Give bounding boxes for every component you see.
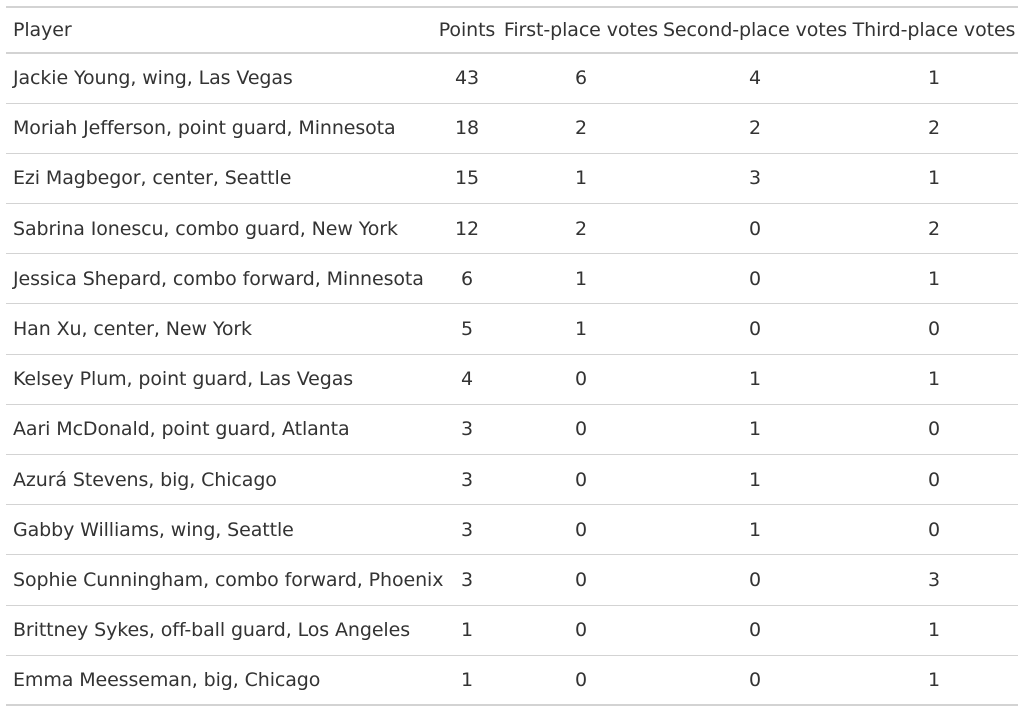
table-row: Kelsey Plum, point guard, Las Vegas 4 0 1 1 (6, 354, 1018, 405)
table-row: Moriah Jefferson, point guard, Minnesota… (6, 103, 1018, 154)
cell-player: Brittney Sykes, off-ball guard, Los Ange… (6, 605, 432, 656)
table-row: Jackie Young, wing, Las Vegas 43 6 4 1 (6, 53, 1018, 104)
table-row: Gabby Williams, wing, Seattle 3 0 1 0 (6, 504, 1018, 556)
cell-second-place-votes: 1 (660, 504, 850, 556)
cell-second-place-votes: 1 (660, 354, 850, 405)
cell-second-place-votes: 0 (660, 253, 850, 305)
table-row: Sabrina Ionescu, combo guard, New York 12… (6, 203, 1018, 255)
header-second-place-votes: Second-place votes (660, 6, 850, 54)
cell-player: Emma Meesseman, big, Chicago (6, 655, 432, 707)
cell-second-place-votes: 0 (660, 605, 850, 656)
cell-third-place-votes: 0 (850, 404, 1018, 456)
cell-player: Aari McDonald, point guard, Atlanta (6, 404, 432, 456)
cell-player: Jessica Shepard, combo forward, Minnesot… (6, 253, 432, 305)
cell-second-place-votes: 0 (660, 655, 850, 707)
header-player: Player (6, 6, 432, 54)
table-row: Emma Meesseman, big, Chicago 1 0 0 1 (6, 655, 1018, 707)
cell-second-place-votes: 0 (660, 554, 850, 606)
cell-points: 1 (432, 655, 502, 707)
header-first-place-votes: First-place votes (502, 6, 660, 54)
cell-first-place-votes: 1 (502, 303, 660, 355)
cell-points: 12 (432, 203, 502, 255)
cell-player: Ezi Magbegor, center, Seattle (6, 153, 432, 205)
cell-points: 43 (432, 53, 502, 104)
cell-second-place-votes: 0 (660, 303, 850, 355)
cell-points: 3 (432, 504, 502, 556)
cell-third-place-votes: 1 (850, 354, 1018, 405)
cell-points: 6 (432, 253, 502, 305)
cell-second-place-votes: 2 (660, 103, 850, 154)
cell-second-place-votes: 4 (660, 53, 850, 104)
header-row: Player Points First-place votes Second-p… (6, 6, 1018, 54)
cell-first-place-votes: 2 (502, 203, 660, 255)
cell-first-place-votes: 0 (502, 454, 660, 506)
cell-first-place-votes: 0 (502, 504, 660, 556)
cell-third-place-votes: 1 (850, 605, 1018, 656)
cell-player: Azurá Stevens, big, Chicago (6, 454, 432, 506)
cell-player: Gabby Williams, wing, Seattle (6, 504, 432, 556)
table-row: Brittney Sykes, off-ball guard, Los Ange… (6, 605, 1018, 656)
cell-player: Sabrina Ionescu, combo guard, New York (6, 203, 432, 255)
cell-first-place-votes: 0 (502, 605, 660, 656)
cell-player: Sophie Cunningham, combo forward, Phoeni… (6, 554, 443, 606)
cell-second-place-votes: 0 (660, 203, 850, 255)
cell-second-place-votes: 1 (660, 454, 850, 506)
cell-first-place-votes: 2 (502, 103, 660, 154)
cell-points: 1 (432, 605, 502, 656)
cell-first-place-votes: 0 (502, 655, 660, 707)
cell-points: 3 (432, 554, 502, 606)
table-row: Azurá Stevens, big, Chicago 3 0 1 0 (6, 454, 1018, 506)
cell-second-place-votes: 1 (660, 404, 850, 456)
cell-points: 3 (432, 454, 502, 506)
table-row: Aari McDonald, point guard, Atlanta 3 0 1 0 (6, 404, 1018, 456)
cell-first-place-votes: 1 (502, 153, 660, 205)
cell-points: 4 (432, 354, 502, 405)
table-header: Player Points First-place votes Second-p… (6, 6, 1018, 54)
header-third-place-votes: Third-place votes (850, 6, 1018, 54)
header-points: Points (432, 6, 502, 54)
table-row: Ezi Magbegor, center, Seattle 15 1 3 1 (6, 153, 1018, 205)
cell-third-place-votes: 2 (850, 203, 1018, 255)
table-row: Han Xu, center, New York 5 1 0 0 (6, 303, 1018, 355)
cell-first-place-votes: 0 (502, 554, 660, 606)
cell-third-place-votes: 0 (850, 504, 1018, 556)
cell-first-place-votes: 0 (502, 404, 660, 456)
cell-first-place-votes: 6 (502, 53, 660, 104)
cell-third-place-votes: 0 (850, 454, 1018, 506)
cell-points: 15 (432, 153, 502, 205)
table-body: Jackie Young, wing, Las Vegas 43 6 4 1 Moriah… (6, 53, 1018, 707)
cell-third-place-votes: 1 (850, 53, 1018, 104)
cell-third-place-votes: 2 (850, 103, 1018, 154)
cell-points: 3 (432, 404, 502, 456)
votes-table: Player Points First-place votes Second-p… (6, 6, 1018, 707)
cell-points: 18 (432, 103, 502, 154)
cell-first-place-votes: 1 (502, 253, 660, 305)
cell-third-place-votes: 3 (850, 554, 1018, 606)
cell-third-place-votes: 1 (850, 655, 1018, 707)
cell-player: Han Xu, center, New York (6, 303, 432, 355)
cell-third-place-votes: 0 (850, 303, 1018, 355)
cell-third-place-votes: 1 (850, 253, 1018, 305)
cell-player: Jackie Young, wing, Las Vegas (6, 53, 432, 104)
cell-third-place-votes: 1 (850, 153, 1018, 205)
cell-player: Moriah Jefferson, point guard, Minnesota (6, 103, 432, 154)
cell-player: Kelsey Plum, point guard, Las Vegas (6, 354, 432, 405)
cell-second-place-votes: 3 (660, 153, 850, 205)
table-row: Jessica Shepard, combo forward, Minnesot… (6, 253, 1018, 305)
cell-first-place-votes: 0 (502, 354, 660, 405)
table-row: Sophie Cunningham, combo forward, Phoeni… (6, 554, 1018, 606)
cell-points: 5 (432, 303, 502, 355)
